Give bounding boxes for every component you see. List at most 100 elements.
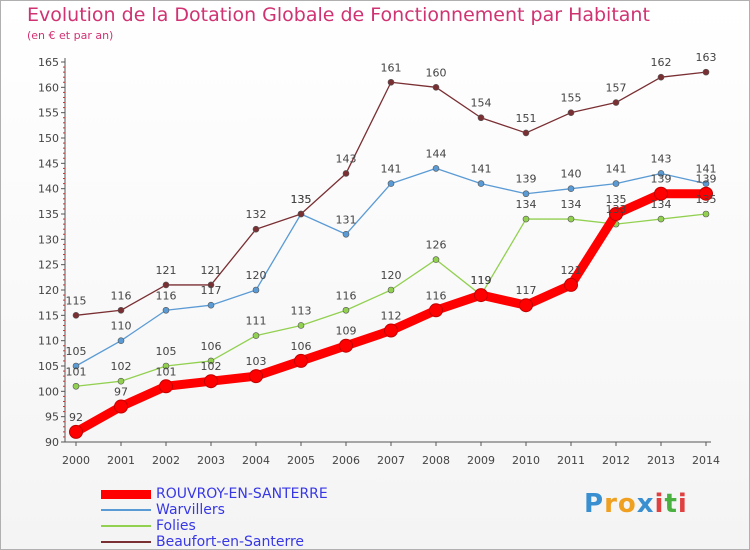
data-label: 92 bbox=[69, 411, 83, 424]
data-label: 111 bbox=[246, 315, 267, 328]
data-label: 121 bbox=[156, 264, 177, 277]
data-point bbox=[342, 170, 350, 177]
data-point bbox=[252, 225, 260, 233]
data-point bbox=[609, 207, 623, 221]
logo-letter: o bbox=[617, 489, 637, 519]
y-tick-label: 105 bbox=[38, 360, 59, 373]
data-point bbox=[204, 374, 218, 389]
data-point bbox=[522, 215, 530, 223]
data-point bbox=[297, 210, 305, 218]
data-point bbox=[387, 78, 395, 86]
x-tick-label: 2006 bbox=[332, 454, 360, 467]
data-point bbox=[162, 281, 170, 289]
data-point bbox=[387, 180, 395, 187]
data-label: 117 bbox=[201, 284, 222, 297]
y-tick-label: 125 bbox=[38, 259, 59, 272]
data-label: 140 bbox=[561, 168, 582, 181]
data-point bbox=[207, 357, 215, 365]
logo-letter: i bbox=[677, 489, 688, 519]
data-label: 126 bbox=[426, 239, 447, 252]
data-point bbox=[114, 399, 128, 414]
legend-label: Warvillers bbox=[156, 502, 225, 518]
series-beaufort-en-santerre bbox=[72, 68, 710, 319]
data-point bbox=[252, 332, 260, 339]
legend-label: Folies bbox=[156, 518, 196, 534]
y-tick-label: 135 bbox=[38, 208, 59, 221]
data-point bbox=[387, 286, 395, 294]
x-tick-label: 2014 bbox=[692, 454, 720, 467]
legend-swatch bbox=[101, 525, 151, 527]
data-point bbox=[69, 424, 83, 439]
data-point bbox=[522, 129, 530, 137]
legend-swatch bbox=[101, 541, 151, 543]
data-label: 134 bbox=[561, 198, 582, 211]
data-label: 135 bbox=[606, 193, 627, 206]
data-label: 116 bbox=[111, 289, 132, 302]
data-label: 105 bbox=[66, 345, 87, 358]
data-label: 141 bbox=[606, 163, 627, 176]
data-label: 154 bbox=[471, 97, 492, 110]
chart-subtitle: (en € et par an) bbox=[27, 29, 114, 42]
y-tick-label: 95 bbox=[45, 411, 59, 424]
data-point bbox=[699, 186, 713, 201]
data-label: 103 bbox=[246, 355, 267, 368]
x-tick-label: 2012 bbox=[602, 454, 630, 467]
y-tick-label: 100 bbox=[38, 385, 59, 398]
data-label: 143 bbox=[651, 152, 672, 165]
data-label: 161 bbox=[381, 61, 402, 74]
y-tick-label: 140 bbox=[38, 183, 59, 196]
data-point bbox=[477, 180, 485, 187]
data-label: 134 bbox=[651, 198, 672, 211]
data-label: 134 bbox=[516, 198, 537, 211]
data-label: 116 bbox=[336, 289, 357, 302]
y-tick-label: 120 bbox=[38, 284, 59, 297]
data-label: 132 bbox=[246, 208, 267, 221]
data-point bbox=[654, 186, 668, 201]
data-label: 109 bbox=[336, 325, 357, 338]
data-label: 144 bbox=[426, 147, 447, 160]
data-label: 120 bbox=[246, 269, 267, 282]
data-label: 121 bbox=[561, 264, 582, 277]
logo-letter: i bbox=[654, 489, 665, 519]
y-tick-label: 150 bbox=[38, 132, 59, 145]
data-label: 139 bbox=[516, 173, 537, 186]
y-tick-label: 155 bbox=[38, 107, 59, 120]
data-label: 162 bbox=[651, 56, 672, 69]
y-tick-label: 115 bbox=[38, 309, 59, 322]
data-label: 120 bbox=[381, 269, 402, 282]
data-point bbox=[72, 362, 80, 370]
data-point bbox=[117, 306, 125, 314]
data-label: 115 bbox=[66, 294, 87, 307]
logo-letter: P bbox=[584, 489, 605, 519]
x-tick-label: 2011 bbox=[557, 454, 585, 467]
x-tick-label: 2008 bbox=[422, 454, 450, 467]
data-label: 141 bbox=[696, 163, 717, 176]
legend-label: ROUVROY-EN-SANTERRE bbox=[156, 486, 328, 502]
data-point bbox=[567, 109, 575, 116]
data-point bbox=[432, 256, 440, 263]
data-label: 151 bbox=[516, 112, 537, 125]
data-label: 101 bbox=[156, 365, 177, 378]
data-label: 102 bbox=[201, 360, 222, 373]
x-tick-label: 2002 bbox=[152, 454, 180, 467]
data-point bbox=[432, 165, 440, 172]
y-tick-label: 165 bbox=[38, 56, 59, 69]
x-tick-label: 2010 bbox=[512, 454, 540, 467]
data-point bbox=[564, 277, 578, 292]
data-label: 135 bbox=[291, 193, 312, 206]
data-label: 133 bbox=[606, 203, 627, 216]
data-point bbox=[117, 337, 125, 344]
data-point bbox=[657, 73, 665, 81]
data-label: 155 bbox=[561, 92, 582, 105]
data-point bbox=[342, 230, 350, 238]
legend-swatch bbox=[101, 509, 151, 511]
data-point bbox=[342, 306, 350, 314]
y-tick-label: 110 bbox=[38, 335, 59, 348]
data-point bbox=[657, 215, 665, 223]
data-point bbox=[339, 338, 353, 353]
data-point bbox=[162, 362, 170, 370]
data-label: 116 bbox=[426, 289, 447, 302]
logo-letter: x bbox=[636, 489, 655, 519]
data-label: 112 bbox=[381, 310, 402, 323]
